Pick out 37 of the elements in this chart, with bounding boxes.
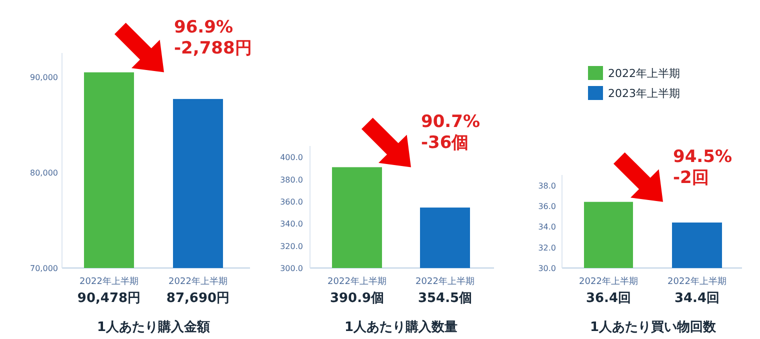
- data-label: 36.4回: [586, 291, 632, 306]
- y-tick-label: 380.0: [280, 175, 303, 184]
- text: 1人あたり購入金額: [96, 319, 210, 335]
- text: 1人あたり購入数量: [344, 319, 458, 335]
- y-tick-label: 320.0: [280, 242, 303, 251]
- y-tick-label: 400.0: [280, 153, 303, 162]
- x-tick-label: 2022年上半期: [579, 276, 638, 287]
- data-label: 90,478円: [77, 291, 141, 306]
- data-label: 390.9個: [330, 291, 384, 306]
- y-tick-label: 38.0: [538, 181, 556, 190]
- legend-label: 2022年上半期: [608, 67, 680, 80]
- y-tick-label: 30.0: [538, 264, 556, 273]
- y-tick-label: 90,000: [30, 72, 58, 82]
- y-tick-label: 34.0: [538, 222, 556, 232]
- text: 94.5%: [673, 146, 732, 167]
- text: 96.9%: [174, 17, 233, 38]
- data-label: 87,690円: [166, 291, 230, 306]
- data-label: 354.5個: [418, 291, 472, 306]
- y-tick-label: 36.0: [538, 202, 556, 211]
- x-tick-label: 2022年上半期: [80, 276, 138, 287]
- x-tick-label: 2022年上半期: [168, 276, 228, 287]
- annotation: -2,788円: [174, 38, 252, 58]
- x-tick-label: 2022年上半期: [328, 276, 386, 287]
- y-tick-label: 360.0: [280, 197, 303, 206]
- text: 1人あたり買い物回数: [590, 320, 718, 335]
- y-tick-label: 300.0: [280, 264, 303, 273]
- y-tick-label: 340.0: [280, 220, 303, 229]
- text: 90.7%: [421, 112, 480, 132]
- annotation: -2回: [673, 168, 709, 188]
- x-tick-label: 2022年上半期: [416, 276, 474, 287]
- x-tick-label: 2022年上半期: [668, 276, 726, 287]
- data-label: 34.4回: [674, 291, 720, 306]
- legend-label: 2023年上半期: [608, 87, 680, 100]
- y-tick-label: 70,000: [30, 264, 58, 273]
- y-tick-label: 32.0: [538, 243, 556, 252]
- y-tick-label: 80,000: [30, 168, 58, 178]
- annotation: -36個: [421, 133, 469, 154]
